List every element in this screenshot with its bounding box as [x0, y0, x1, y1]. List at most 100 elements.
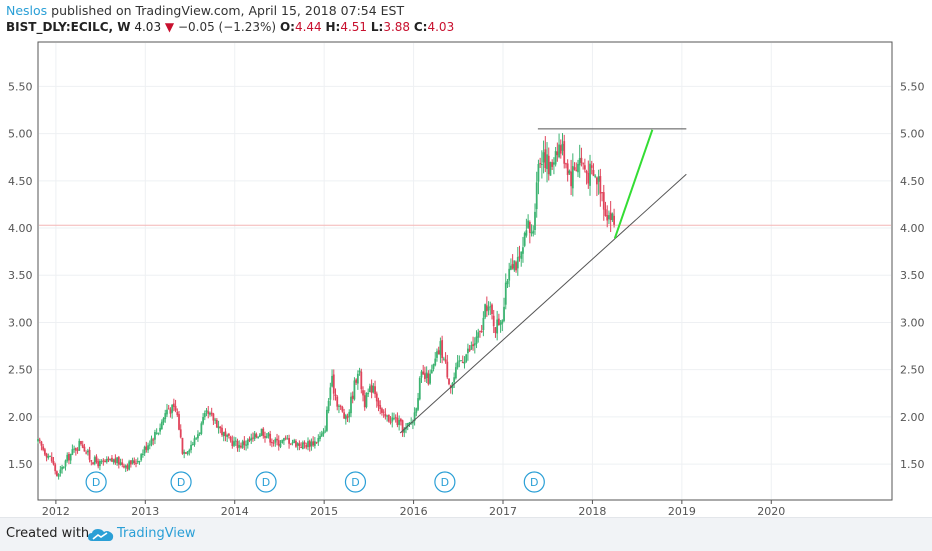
candle-body: [117, 457, 120, 465]
candle-body: [372, 385, 375, 393]
candle-body: [313, 441, 316, 446]
candle-body: [437, 350, 440, 354]
candle-body: [506, 280, 509, 285]
y-tick-label: 3.00: [900, 316, 925, 329]
projection-line: [613, 129, 654, 239]
candle-body: [140, 454, 143, 461]
candle-body: [123, 465, 125, 468]
candle-body: [277, 440, 280, 446]
candle-body: [341, 406, 344, 412]
candle-body: [157, 432, 160, 434]
dividend-marker[interactable]: D: [523, 471, 545, 493]
y-tick-label: 4.50: [8, 175, 33, 188]
candle-body: [243, 440, 246, 446]
candle-body: [427, 373, 430, 385]
x-tick-label: 2014: [221, 505, 249, 517]
candle-body: [356, 373, 359, 384]
drawings[interactable]: [399, 128, 687, 434]
dividend-marker-circle: [434, 471, 456, 493]
candle-body: [577, 163, 579, 173]
candle-body: [477, 332, 480, 338]
candle-body: [578, 158, 581, 166]
candle-body: [350, 396, 352, 414]
y-tick-label: 5.50: [8, 80, 33, 93]
candle-body: [561, 143, 564, 151]
candle-body: [145, 446, 148, 450]
candle-body: [331, 375, 333, 387]
candle-body: [528, 222, 531, 233]
candle-body: [305, 445, 308, 448]
dividend-marker[interactable]: D: [434, 471, 456, 493]
candle-body: [114, 458, 117, 463]
candle-body: [147, 445, 149, 451]
candle-body: [160, 421, 163, 430]
tradingview-cloud-icon[interactable]: [88, 528, 114, 542]
candle-body: [92, 462, 94, 464]
price-chart[interactable]: 1.50 2.00 2.50 3.00 3.50 4.00 4.50 5.00 5.50 1.5…: [0, 0, 932, 517]
candle-body: [384, 413, 387, 417]
candle-body: [281, 439, 284, 444]
candle-body: [501, 320, 504, 324]
candle-body: [556, 151, 559, 156]
candle-body: [207, 411, 210, 414]
candle-body: [66, 454, 69, 461]
candle-body: [563, 141, 566, 164]
candle-body: [468, 349, 471, 351]
dividend-marker[interactable]: D: [170, 471, 192, 493]
candle-body: [599, 176, 602, 194]
candle-body: [508, 268, 511, 281]
candle-body: [234, 440, 237, 442]
author-link[interactable]: Neslos: [6, 3, 48, 18]
candle-body: [236, 441, 239, 449]
candle-body: [565, 163, 567, 165]
dividend-marker[interactable]: D: [344, 471, 367, 493]
dividend-marker[interactable]: D: [85, 471, 107, 493]
candle-body: [377, 400, 380, 407]
candle-body: [57, 473, 60, 477]
candle-body: [510, 265, 512, 270]
y-tick-label: 4.50: [900, 175, 925, 188]
candle-body: [499, 322, 502, 325]
candle-body: [131, 459, 134, 464]
candle-body: [334, 394, 337, 396]
x-tick-label: 2016: [400, 505, 428, 517]
candle-body: [408, 422, 411, 424]
dividend-marker[interactable]: D: [255, 471, 277, 493]
candle-body: [332, 374, 335, 394]
candle-body: [269, 433, 272, 443]
candle-body: [558, 144, 560, 158]
candle-body: [351, 395, 354, 399]
candle-body: [150, 438, 153, 445]
candle-body: [166, 409, 168, 415]
candle-body: [54, 464, 57, 472]
candle-body: [226, 434, 229, 438]
candle-body: [530, 232, 533, 234]
candle-body: [346, 416, 349, 418]
candle-body: [613, 215, 615, 225]
candle-body: [444, 359, 447, 362]
candle-body: [159, 427, 161, 432]
candle-body: [209, 413, 211, 415]
candle-body: [534, 211, 536, 230]
candle-body: [296, 443, 299, 446]
candle-body: [551, 162, 554, 167]
candle-body: [365, 392, 368, 408]
candle-body: [415, 408, 418, 413]
candle-body: [52, 461, 55, 465]
plot-area[interactable]: [37, 41, 893, 501]
x-axis: 2012 2013 2014 2015 2016 2017 2018 2019 2020: [42, 500, 785, 517]
candle-body: [136, 460, 139, 463]
candle-body: [425, 372, 428, 378]
candle-body: [492, 315, 495, 327]
tradingview-link[interactable]: TradingView: [117, 526, 196, 541]
candle-body: [85, 452, 88, 454]
candle-body: [511, 264, 514, 269]
candle-body: [193, 438, 196, 445]
candle-body: [105, 458, 108, 463]
candle-body: [554, 151, 557, 165]
candle-body: [515, 262, 517, 271]
candle-body: [353, 380, 356, 400]
candle-body: [398, 420, 401, 425]
y-tick-label: 2.00: [8, 411, 33, 424]
